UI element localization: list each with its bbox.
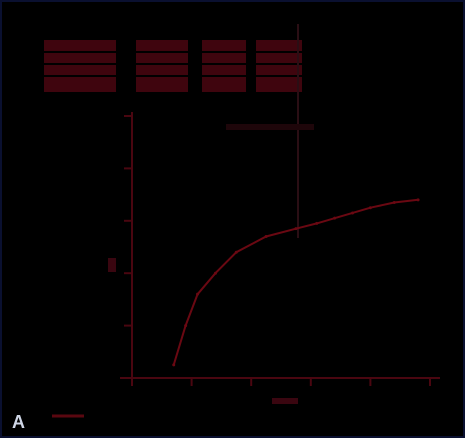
data-point (213, 271, 217, 275)
x-axis-label-smudge (272, 398, 298, 404)
data-point (172, 363, 176, 367)
data-point (351, 211, 355, 215)
data-point (368, 206, 372, 210)
data-point (196, 292, 200, 296)
x-ticks (131, 378, 431, 386)
illegible-annotation (226, 124, 314, 130)
y-ticks (124, 115, 132, 379)
header-glyph-block (44, 40, 116, 92)
data-point (333, 216, 337, 220)
series-line (172, 198, 419, 366)
data-point (294, 227, 298, 231)
series-points (172, 198, 420, 367)
data-point (264, 235, 268, 239)
y-axis-label-smudge (108, 258, 116, 272)
header-glyph-block (202, 40, 246, 92)
data-point (184, 324, 188, 328)
header-glyphs (44, 40, 302, 92)
data-point (234, 250, 238, 254)
data-point (392, 200, 396, 204)
data-point (315, 221, 319, 225)
header-glyph-lines (44, 51, 302, 77)
header-glyph-block (136, 40, 188, 92)
header-glyph-block (256, 40, 302, 92)
data-point (416, 198, 420, 202)
panel-letter: A (12, 412, 25, 432)
